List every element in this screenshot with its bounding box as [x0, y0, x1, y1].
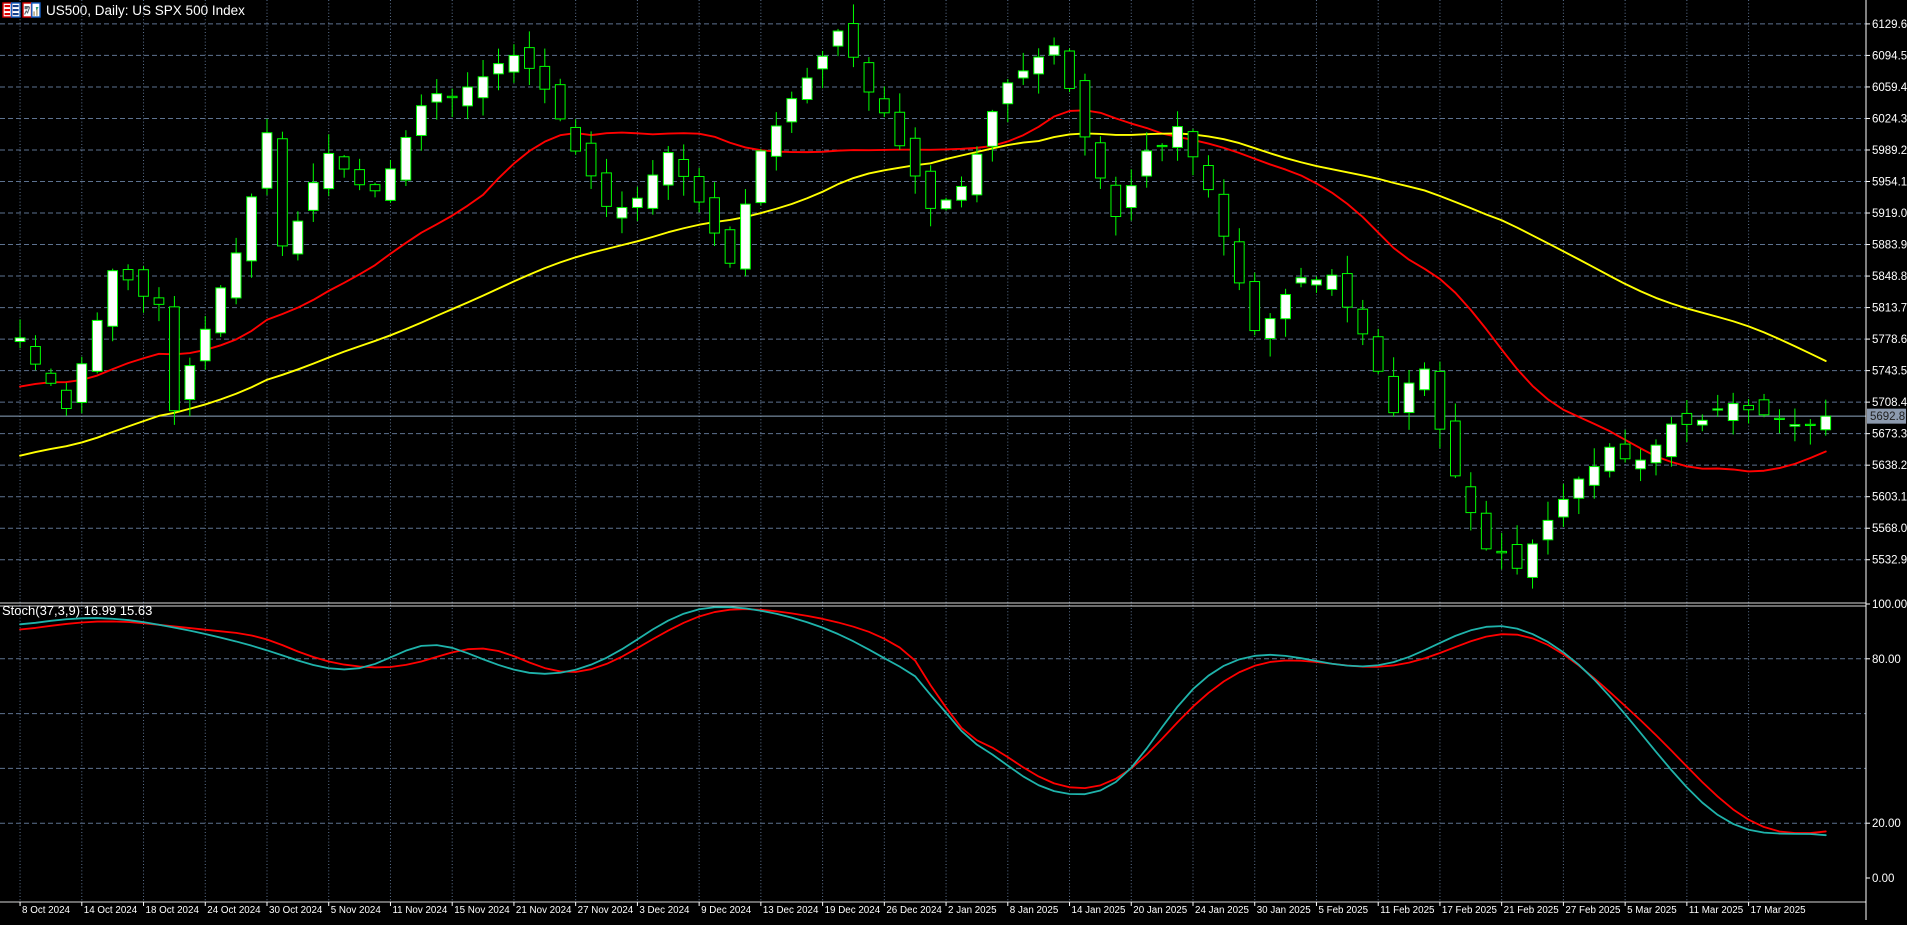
svg-text:11 Feb 2025: 11 Feb 2025	[1380, 905, 1435, 916]
svg-text:8 Jan 2025: 8 Jan 2025	[1010, 905, 1059, 916]
svg-text:5989.2: 5989.2	[1872, 145, 1907, 157]
svg-text:21 Nov 2024: 21 Nov 2024	[516, 905, 572, 916]
svg-text:5532.9: 5532.9	[1872, 555, 1907, 567]
svg-text:6094.5: 6094.5	[1872, 50, 1907, 62]
svg-text:3 Dec 2024: 3 Dec 2024	[639, 905, 690, 916]
svg-text:5919.0: 5919.0	[1872, 208, 1907, 220]
svg-text:13 Dec 2024: 13 Dec 2024	[763, 905, 819, 916]
svg-text:27 Feb 2025: 27 Feb 2025	[1565, 905, 1621, 916]
svg-text:15 Nov 2024: 15 Nov 2024	[454, 905, 510, 916]
svg-text:11 Mar 2025: 11 Mar 2025	[1689, 905, 1744, 916]
svg-text:0.00: 0.00	[1872, 873, 1894, 885]
svg-text:14 Oct 2024: 14 Oct 2024	[84, 905, 138, 916]
svg-text:24 Oct 2024: 24 Oct 2024	[207, 905, 261, 916]
svg-text:5848.8: 5848.8	[1872, 271, 1907, 283]
svg-text:19 Dec 2024: 19 Dec 2024	[825, 905, 881, 916]
svg-text:US500, Daily: US SPX 500 Inde: US500, Daily: US SPX 500 Index	[46, 3, 245, 18]
svg-text:6129.6: 6129.6	[1872, 19, 1907, 31]
svg-text:6024.3: 6024.3	[1872, 113, 1907, 125]
svg-text:5954.1: 5954.1	[1872, 177, 1907, 189]
svg-text:17 Mar 2025: 17 Mar 2025	[1751, 905, 1807, 916]
svg-text:21 Feb 2025: 21 Feb 2025	[1504, 905, 1560, 916]
svg-text:6059.4: 6059.4	[1872, 82, 1907, 94]
svg-text:5692.8: 5692.8	[1870, 411, 1905, 423]
svg-text:26 Dec 2024: 26 Dec 2024	[886, 905, 942, 916]
svg-text:5 Nov 2024: 5 Nov 2024	[331, 905, 382, 916]
svg-text:5813.7: 5813.7	[1872, 303, 1907, 315]
svg-text:24 Jan 2025: 24 Jan 2025	[1195, 905, 1249, 916]
svg-text:5778.6: 5778.6	[1872, 334, 1907, 346]
svg-text:18 Oct 2024: 18 Oct 2024	[146, 905, 200, 916]
svg-text:5708.4: 5708.4	[1872, 397, 1907, 409]
svg-text:5638.2: 5638.2	[1872, 460, 1907, 472]
svg-text:14 Jan 2025: 14 Jan 2025	[1072, 905, 1126, 916]
svg-text:5 Mar 2025: 5 Mar 2025	[1627, 905, 1677, 916]
svg-text:80.00: 80.00	[1872, 654, 1901, 666]
svg-text:8 Oct 2024: 8 Oct 2024	[22, 905, 70, 916]
svg-text:30 Jan 2025: 30 Jan 2025	[1257, 905, 1311, 916]
svg-text:5568.0: 5568.0	[1872, 523, 1907, 535]
svg-text:27 Nov 2024: 27 Nov 2024	[578, 905, 634, 916]
svg-text:5603.1: 5603.1	[1872, 492, 1907, 504]
svg-text:9 Dec 2024: 9 Dec 2024	[701, 905, 752, 916]
svg-text:5673.3: 5673.3	[1872, 429, 1907, 441]
svg-text:20.00: 20.00	[1872, 818, 1901, 830]
svg-text:20 Jan 2025: 20 Jan 2025	[1133, 905, 1187, 916]
svg-text:Stoch(37,3,9) 16.99 15.63: Stoch(37,3,9) 16.99 15.63	[2, 603, 152, 618]
svg-text:30 Oct 2024: 30 Oct 2024	[269, 905, 323, 916]
svg-text:5 Feb 2025: 5 Feb 2025	[1318, 905, 1368, 916]
svg-text:5743.5: 5743.5	[1872, 366, 1907, 378]
svg-text:17 Feb 2025: 17 Feb 2025	[1442, 905, 1498, 916]
svg-text:2 Jan 2025: 2 Jan 2025	[948, 905, 997, 916]
svg-text:11 Nov 2024: 11 Nov 2024	[392, 905, 447, 916]
svg-text:100.00: 100.00	[1872, 599, 1907, 611]
svg-text:5883.9: 5883.9	[1872, 240, 1907, 252]
